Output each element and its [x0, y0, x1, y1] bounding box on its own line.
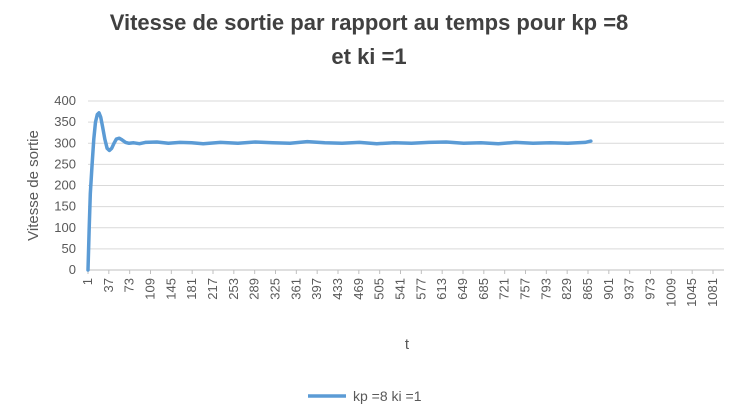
x-tick-label-541: 541: [393, 278, 408, 300]
x-tick-label-289: 289: [247, 278, 262, 300]
x-tick-label-325: 325: [268, 278, 283, 300]
y-axis-label: Vitesse de sortie: [25, 130, 42, 241]
x-axis-label: t: [405, 336, 410, 353]
x-tick-label-469: 469: [351, 278, 366, 300]
chart-title-line1: Vitesse de sortie par rapport au temps p…: [109, 10, 629, 35]
y-tick-label-50: 50: [62, 241, 76, 256]
x-tick-label-613: 613: [434, 278, 449, 300]
x-tick-label-829: 829: [559, 278, 574, 300]
y-tick-label-400: 400: [54, 93, 76, 108]
chart-title-line2: et ki =1: [331, 44, 407, 69]
x-tick-label-865: 865: [580, 278, 595, 300]
x-tick-label-793: 793: [538, 278, 553, 300]
x-tick-label-397: 397: [309, 278, 324, 300]
x-tick-label-109: 109: [143, 278, 158, 300]
x-tick-label-37: 37: [101, 278, 116, 292]
x-tick-label-649: 649: [455, 278, 470, 300]
x-tick-label-433: 433: [330, 278, 345, 300]
x-tick-label-1: 1: [80, 278, 95, 285]
y-tick-label-0: 0: [69, 262, 76, 277]
legend-label-0: kp =8 ki =1: [353, 388, 422, 404]
x-tick-label-901: 901: [601, 278, 616, 300]
y-tick-label-350: 350: [54, 114, 76, 129]
x-tick-label-181: 181: [184, 278, 199, 300]
x-tick-label-577: 577: [413, 278, 428, 300]
x-tick-label-721: 721: [497, 278, 512, 300]
y-tick-label-300: 300: [54, 135, 76, 150]
y-tick-label-250: 250: [54, 156, 76, 171]
x-tick-label-73: 73: [122, 278, 137, 292]
x-tick-label-1045: 1045: [684, 278, 699, 307]
y-tick-label-150: 150: [54, 199, 76, 214]
x-tick-label-253: 253: [226, 278, 241, 300]
x-tick-label-145: 145: [163, 278, 178, 300]
series-line-0: [86, 111, 593, 272]
x-tick-label-1009: 1009: [663, 278, 678, 307]
y-tick-label-100: 100: [54, 220, 76, 235]
x-tick-label-217: 217: [205, 278, 220, 300]
x-tick-label-1081: 1081: [705, 278, 720, 307]
x-tick-label-757: 757: [518, 278, 533, 300]
x-tick-label-973: 973: [643, 278, 658, 300]
x-tick-label-937: 937: [622, 278, 637, 300]
y-tick-label-200: 200: [54, 178, 76, 193]
x-tick-label-685: 685: [476, 278, 491, 300]
x-tick-label-505: 505: [372, 278, 387, 300]
x-tick-label-361: 361: [288, 278, 303, 300]
